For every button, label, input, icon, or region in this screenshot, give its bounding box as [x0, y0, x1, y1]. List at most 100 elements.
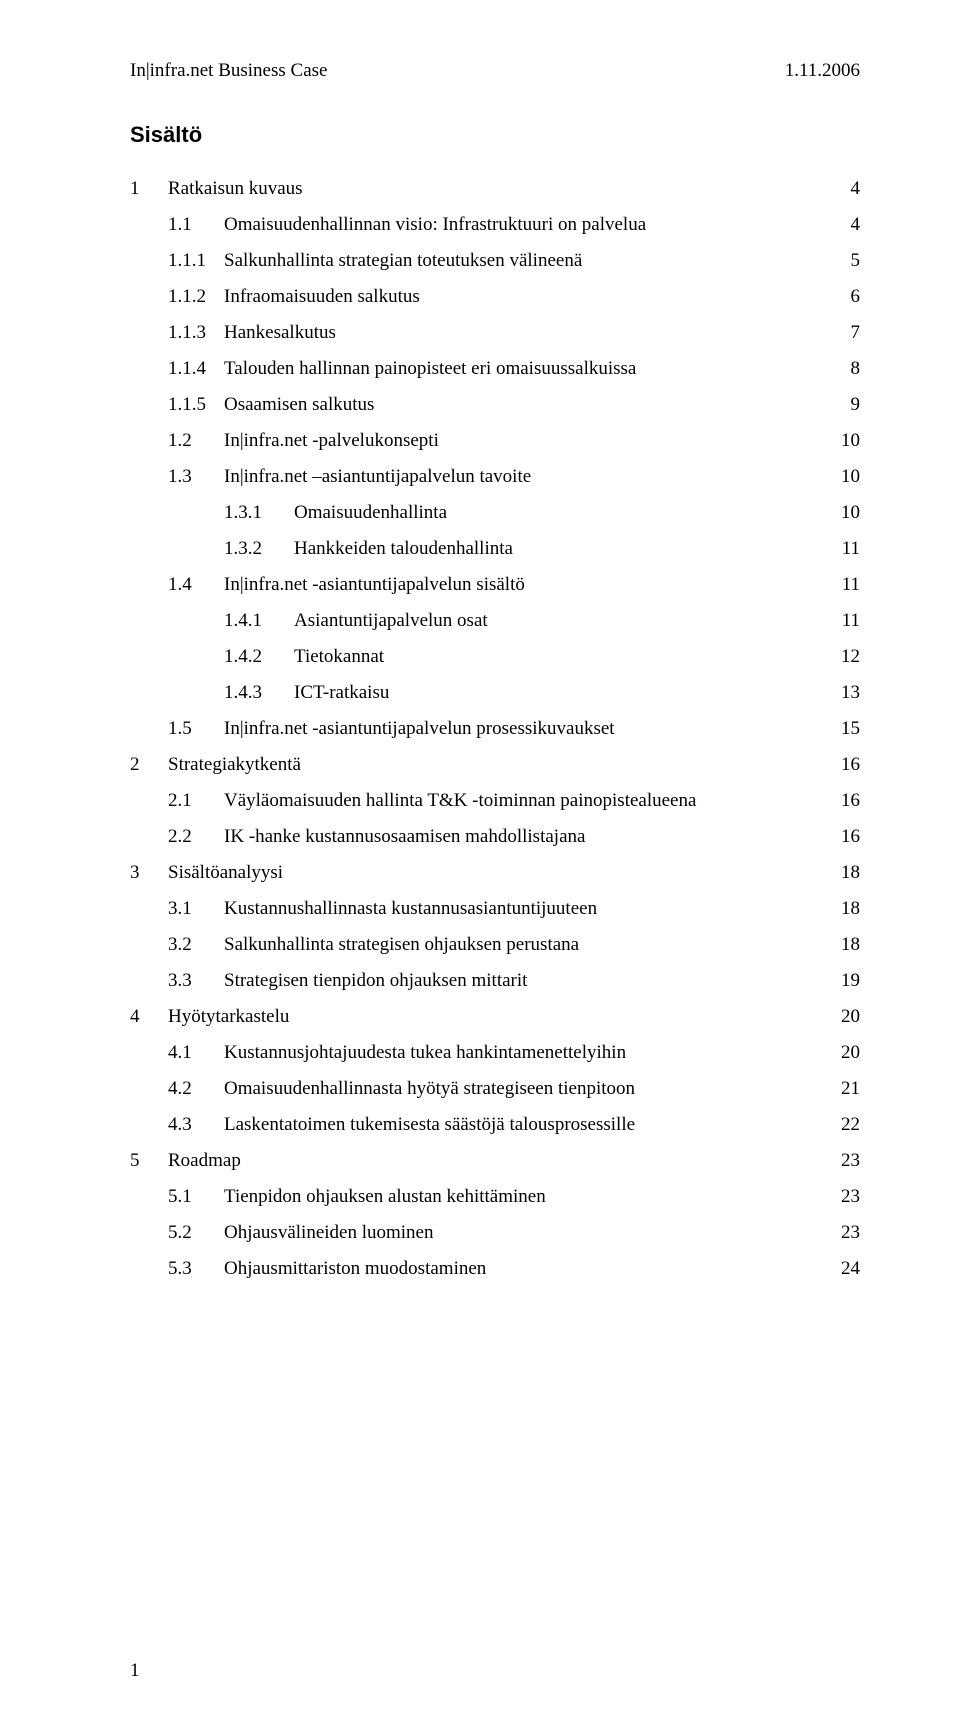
toc-entry-page: 18 — [841, 862, 860, 884]
toc-entry-number: 1.4 — [168, 574, 224, 596]
toc-entry: 2.1Väyläomaisuuden hallinta T&K -toiminn… — [130, 790, 860, 812]
toc-entry: 1.4.3ICT-ratkaisu13 — [130, 682, 860, 704]
toc-entry-page: 5 — [851, 250, 861, 272]
toc-entry-label: Sisältöanalyysi — [168, 862, 283, 884]
toc-entry-number: 3 — [130, 862, 168, 884]
toc-entry-label: Salkunhallinta strategian toteutuksen vä… — [224, 250, 582, 272]
toc-entry-label: Laskentatoimen tukemisesta säästöjä talo… — [224, 1114, 635, 1136]
toc-entry-label: IK -hanke kustannusosaamisen mahdollista… — [224, 826, 585, 848]
toc-entry-page: 4 — [851, 178, 861, 200]
toc-entry-label: Strategisen tienpidon ohjauksen mittarit — [224, 970, 527, 992]
toc-entry-label: Ratkaisun kuvaus — [168, 178, 303, 200]
toc-entry-page: 11 — [842, 574, 860, 596]
toc-entry: 3.2Salkunhallinta strategisen ohjauksen … — [130, 934, 860, 956]
toc-entry-label: Väyläomaisuuden hallinta T&K -toiminnan … — [224, 790, 696, 812]
toc-entry-page: 23 — [841, 1222, 860, 1244]
toc-entry: 1.3In|infra.net –asiantuntijapalvelun ta… — [130, 466, 860, 488]
toc-entry-number: 2.1 — [168, 790, 224, 812]
toc-entry-number: 5.3 — [168, 1258, 224, 1280]
toc-entry-label: Salkunhallinta strategisen ohjauksen per… — [224, 934, 579, 956]
toc-entry: 1Ratkaisun kuvaus 4 — [130, 178, 860, 200]
toc-entry-number: 5 — [130, 1150, 168, 1172]
toc-entry-label: In|infra.net -asiantuntijapalvelun sisäl… — [224, 574, 525, 596]
toc-entry-label: Omaisuudenhallinnasta hyötyä strategisee… — [224, 1078, 635, 1100]
toc-entry-number: 5.2 — [168, 1222, 224, 1244]
toc-entry: 4Hyötytarkastelu 20 — [130, 1006, 860, 1028]
page-number: 1 — [130, 1660, 140, 1682]
toc-entry-label: In|infra.net –asiantuntijapalvelun tavoi… — [224, 466, 531, 488]
toc-entry-number: 1.1.1 — [168, 250, 224, 272]
toc-entry-number: 4.2 — [168, 1078, 224, 1100]
toc-entry-label: Tienpidon ohjauksen alustan kehittäminen — [224, 1186, 546, 1208]
toc-entry-page: 23 — [841, 1150, 860, 1172]
toc-entry-page: 20 — [841, 1042, 860, 1064]
toc-entry: 3Sisältöanalyysi 18 — [130, 862, 860, 884]
toc-entry-label: Hyötytarkastelu — [168, 1006, 289, 1028]
toc-entry: 4.1Kustannusjohtajuudesta tukea hankinta… — [130, 1042, 860, 1064]
toc-entry-page: 9 — [851, 394, 861, 416]
toc-entry-page: 22 — [841, 1114, 860, 1136]
toc-entry-number: 1.1.2 — [168, 286, 224, 308]
toc-entry-number: 1.5 — [168, 718, 224, 740]
toc-entry: 5.2Ohjausvälineiden luominen23 — [130, 1222, 860, 1244]
toc-entry-page: 19 — [841, 970, 860, 992]
toc-entry-number: 1.4.1 — [224, 610, 294, 632]
toc-entry: 1.1.4Talouden hallinnan painopisteet eri… — [130, 358, 860, 380]
toc-entry-label: Kustannusjohtajuudesta tukea hankintamen… — [224, 1042, 626, 1064]
toc-entry-number: 1.1.5 — [168, 394, 224, 416]
toc-entry: 1.3.2Hankkeiden taloudenhallinta11 — [130, 538, 860, 560]
toc-entry-label: Asiantuntijapalvelun osat — [294, 610, 488, 632]
toc-entry-page: 18 — [841, 898, 860, 920]
header-left: In|infra.net Business Case — [130, 60, 327, 82]
toc-entry-label: In|infra.net -palvelukonsepti — [224, 430, 439, 452]
toc-entry-number: 5.1 — [168, 1186, 224, 1208]
toc-entry: 1.1.5Osaamisen salkutus9 — [130, 394, 860, 416]
toc-entry: 1.2In|infra.net -palvelukonsepti 10 — [130, 430, 860, 452]
toc-entry-label: In|infra.net -asiantuntijapalvelun prose… — [224, 718, 615, 740]
toc-entry: 1.4.2Tietokannat12 — [130, 646, 860, 668]
toc-entry-number: 3.2 — [168, 934, 224, 956]
toc-entry-number: 1.4.3 — [224, 682, 294, 704]
toc-entry: 1.5In|infra.net -asiantuntijapalvelun pr… — [130, 718, 860, 740]
toc-entry-number: 1.3 — [168, 466, 224, 488]
toc-entry: 1.1.1Salkunhallinta strategian toteutuks… — [130, 250, 860, 272]
toc-entry-label: Hankesalkutus — [224, 322, 336, 344]
toc-entry: 1.4.1Asiantuntijapalvelun osat 11 — [130, 610, 860, 632]
toc-entry-page: 12 — [841, 646, 860, 668]
toc-entry: 3.1Kustannushallinnasta kustannusasiantu… — [130, 898, 860, 920]
toc-entry-page: 20 — [841, 1006, 860, 1028]
toc-entry-label: Infraomaisuuden salkutus — [224, 286, 420, 308]
toc-entry-page: 11 — [842, 610, 860, 632]
toc-entry-number: 4.1 — [168, 1042, 224, 1064]
toc-entry: 2Strategiakytkentä 16 — [130, 754, 860, 776]
toc-entry-label: Talouden hallinnan painopisteet eri omai… — [224, 358, 636, 380]
toc-entry-label: Kustannushallinnasta kustannusasiantunti… — [224, 898, 597, 920]
toc-entry-page: 11 — [842, 538, 860, 560]
toc-entry: 1.1.3Hankesalkutus7 — [130, 322, 860, 344]
toc-entry-label: Strategiakytkentä — [168, 754, 301, 776]
toc-entry-page: 4 — [851, 214, 861, 236]
toc-entry-label: ICT-ratkaisu — [294, 682, 389, 704]
toc-entry: 1.1.2Infraomaisuuden salkutus6 — [130, 286, 860, 308]
toc-entry-label: Omaisuudenhallinta — [294, 502, 447, 524]
toc-entry-number: 1 — [130, 178, 168, 200]
page-header: In|infra.net Business Case 1.11.2006 — [130, 60, 860, 82]
toc-entry-number: 1.1 — [168, 214, 224, 236]
toc-entry-number: 2.2 — [168, 826, 224, 848]
toc-entry-page: 10 — [841, 430, 860, 452]
toc-entry-page: 8 — [851, 358, 861, 380]
toc-entry-label: Roadmap — [168, 1150, 241, 1172]
toc-entry: 5.1Tienpidon ohjauksen alustan kehittämi… — [130, 1186, 860, 1208]
toc-entry-number: 3.1 — [168, 898, 224, 920]
toc-entry-number: 2 — [130, 754, 168, 776]
toc-entry-number: 1.1.4 — [168, 358, 224, 380]
toc-entry-label: Ohjausmittariston muodostaminen — [224, 1258, 486, 1280]
toc-entry-page: 16 — [841, 754, 860, 776]
toc-entry-page: 15 — [841, 718, 860, 740]
toc-entry: 3.3Strategisen tienpidon ohjauksen mitta… — [130, 970, 860, 992]
toc-entry-page: 23 — [841, 1186, 860, 1208]
toc-entry-number: 4 — [130, 1006, 168, 1028]
toc-entry-number: 1.1.3 — [168, 322, 224, 344]
toc-entry-number: 1.2 — [168, 430, 224, 452]
toc-entry-number: 1.3.1 — [224, 502, 294, 524]
